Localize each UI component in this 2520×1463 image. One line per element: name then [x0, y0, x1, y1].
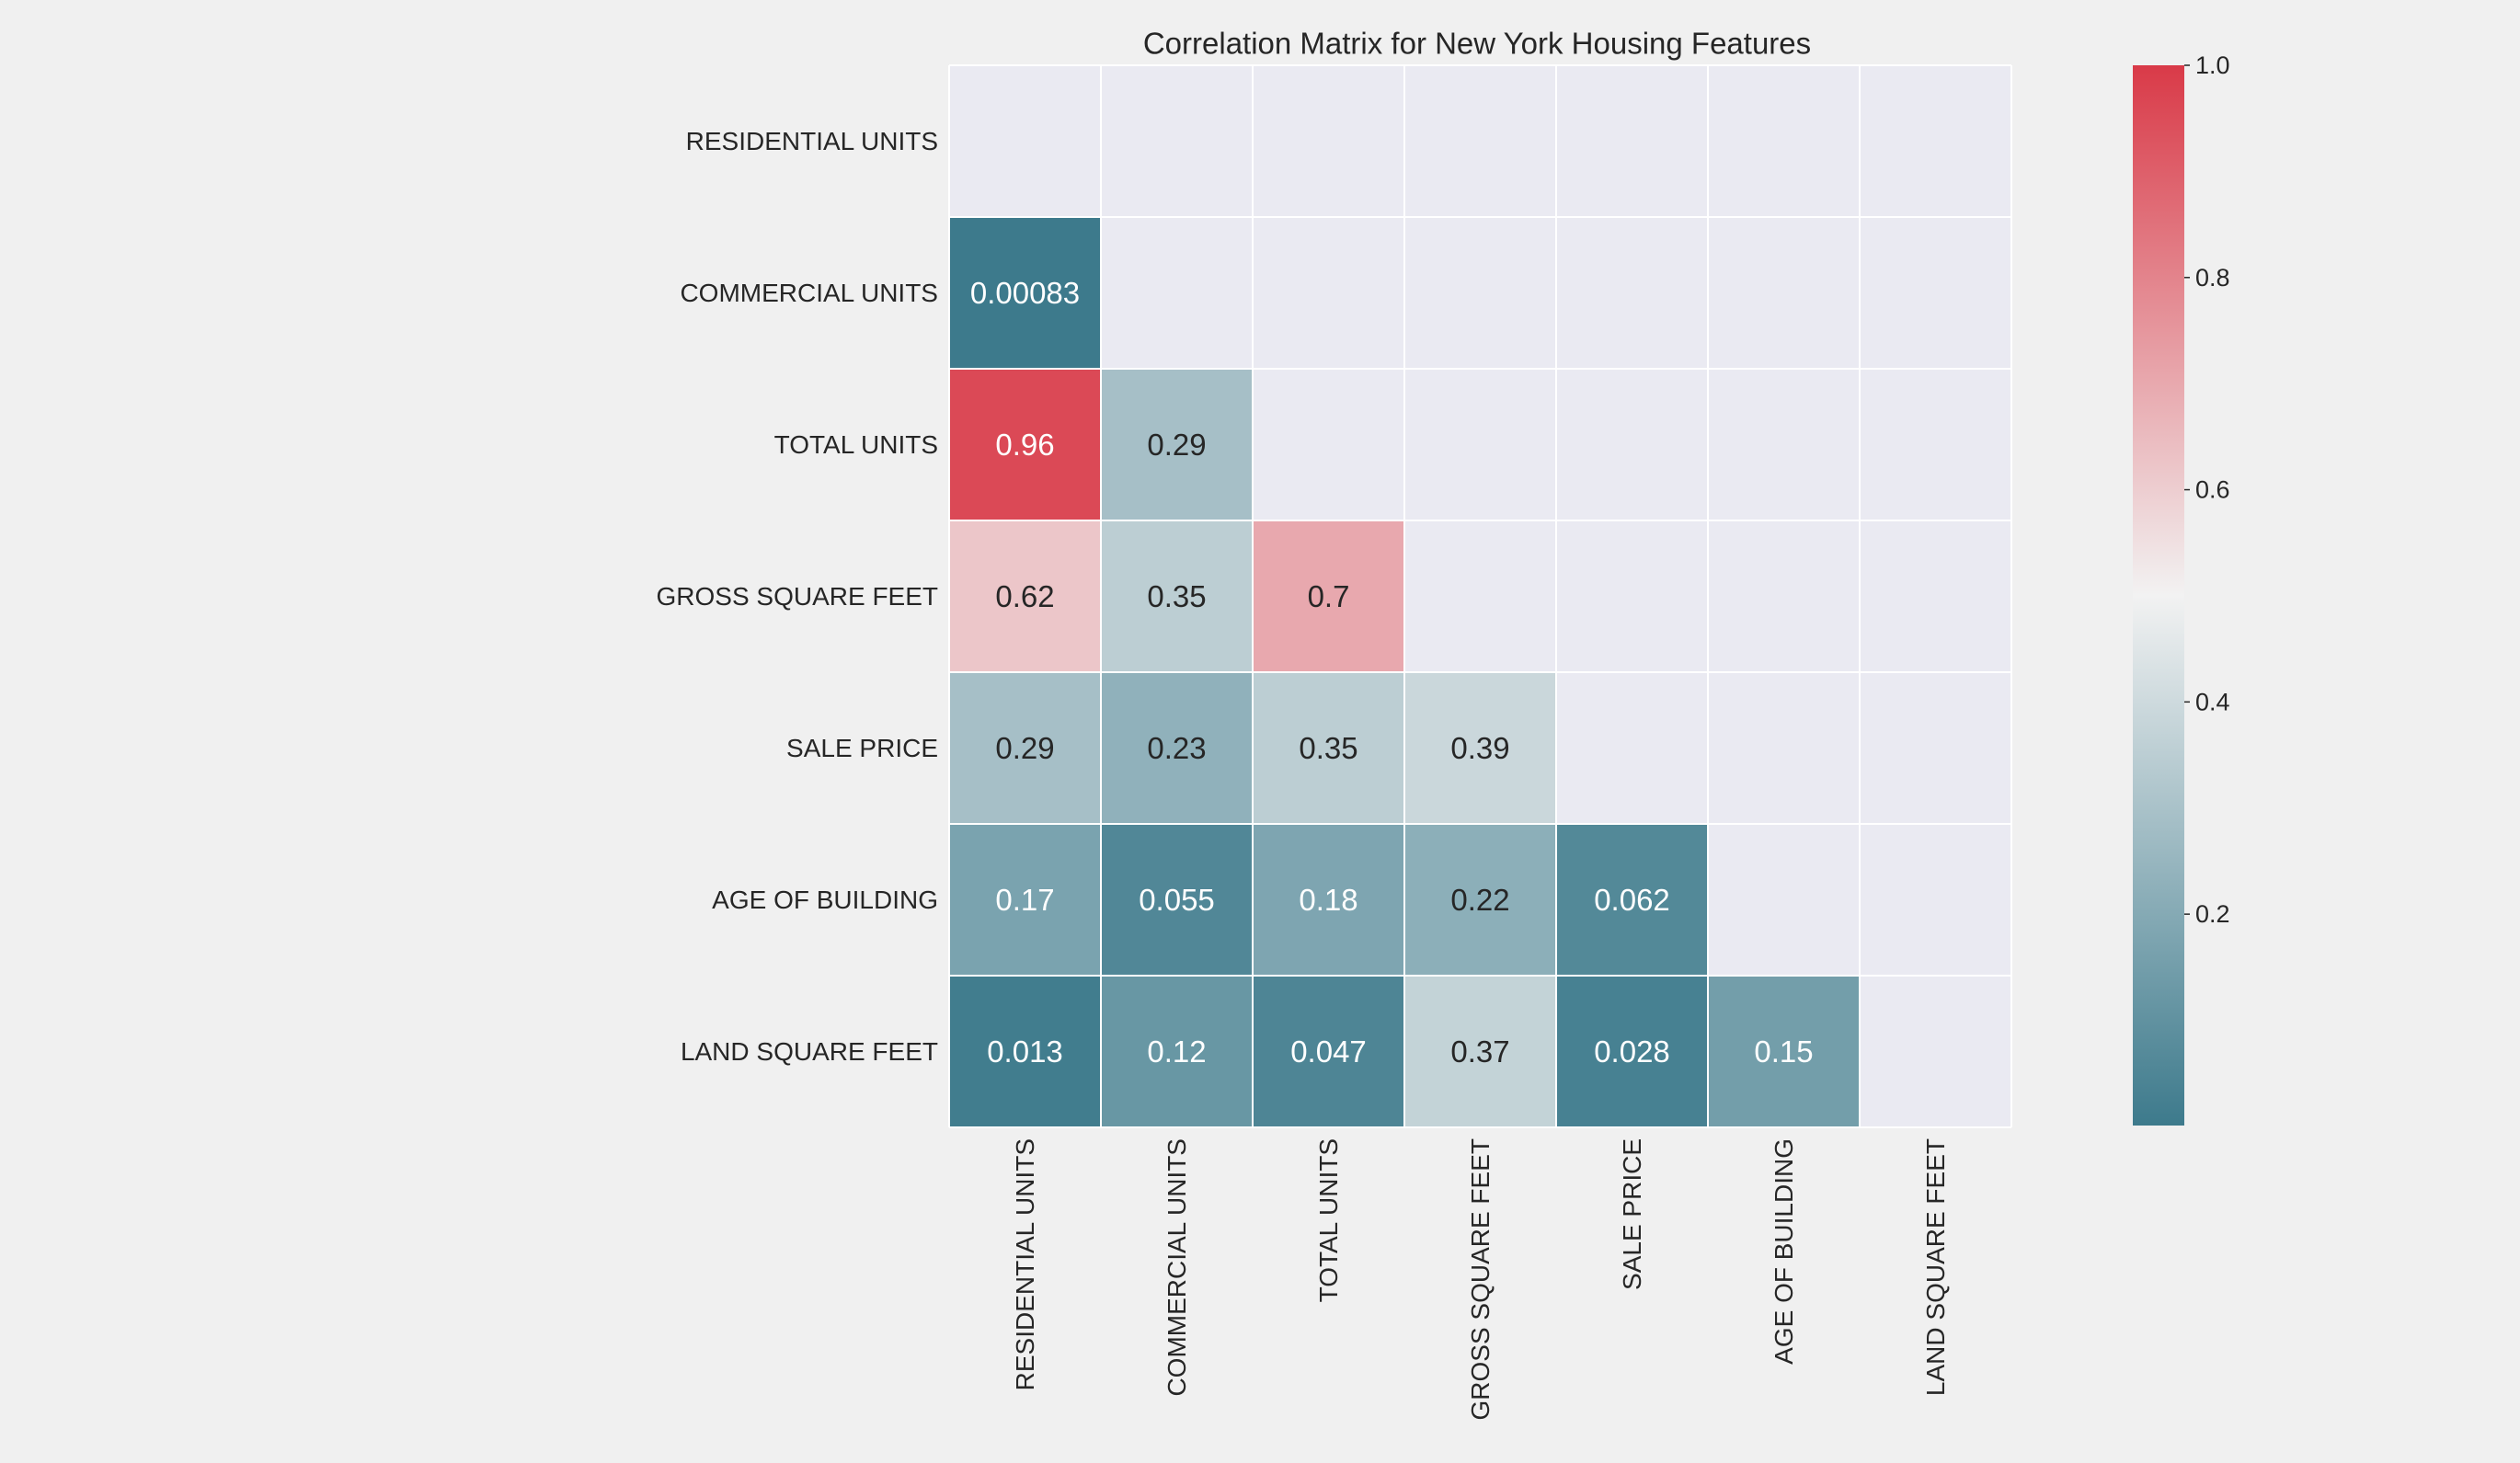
masked-cell	[1708, 65, 1860, 217]
masked-cell	[1253, 65, 1404, 217]
column-labels: RESIDENTIAL UNITS COMMERCIAL UNITS TOTAL U…	[1011, 1138, 1950, 1421]
colorbar-gradient	[2133, 65, 2184, 1126]
cell-value-label: 0.028	[1594, 1034, 1670, 1069]
masked-cell	[1860, 369, 2011, 520]
cell-value-label: 0.96	[995, 428, 1054, 462]
masked-cell	[1860, 217, 2011, 369]
heatmap-cell	[949, 217, 1101, 369]
heatmap-cell	[1404, 672, 1556, 824]
masked-cell	[1556, 65, 1708, 217]
column-label: SALE PRICE	[1618, 1138, 1646, 1290]
colorbar-tick-label: 0.2	[2195, 900, 2230, 928]
cell-value-label: 0.39	[1450, 731, 1509, 765]
masked-cells	[949, 65, 2011, 1127]
cell-value-label: 0.013	[987, 1034, 1063, 1069]
heatmap-cell	[1404, 824, 1556, 976]
heatmap-cell	[1101, 976, 1253, 1127]
colorbar-tick-label: 0.8	[2195, 264, 2230, 291]
cell-value-label: 0.37	[1450, 1034, 1509, 1069]
cell-value-label: 0.62	[995, 579, 1054, 613]
column-label: GROSS SQUARE FEET	[1466, 1138, 1495, 1421]
heatmap-cell	[1404, 976, 1556, 1127]
masked-cell	[949, 65, 1101, 217]
cell-value-label: 0.23	[1147, 731, 1206, 765]
heatmap-cell	[949, 672, 1101, 824]
heatmap-cell	[949, 369, 1101, 520]
cell-value-label: 0.35	[1299, 731, 1357, 765]
masked-cell	[1101, 65, 1253, 217]
colorbar-tick-label: 0.6	[2195, 476, 2230, 504]
column-label: TOTAL UNITS	[1314, 1138, 1343, 1302]
heatmap-cell	[1101, 520, 1253, 672]
masked-cell	[1860, 65, 2011, 217]
heatmap-cell	[949, 520, 1101, 672]
heatmap-cell	[1253, 672, 1404, 824]
cell-value-label: 0.17	[995, 883, 1054, 917]
row-labels: RESIDENTIAL UNITS COMMERCIAL UNITS TOTAL U…	[657, 127, 939, 1066]
heatmap-cell	[1101, 672, 1253, 824]
cell-value-label: 0.15	[1754, 1034, 1813, 1069]
row-label: GROSS SQUARE FEET	[657, 582, 939, 611]
colorbar-tick-label: 1.0	[2195, 51, 2230, 79]
masked-cell	[1708, 824, 1860, 976]
colorbar-tick-label: 0.4	[2195, 688, 2230, 715]
heatmap-cell	[1708, 976, 1860, 1127]
cell-value-label: 0.047	[1290, 1034, 1367, 1069]
heatmap-cell	[1253, 976, 1404, 1127]
heatmap-grid	[948, 64, 2012, 1128]
heatmap-cell	[1101, 369, 1253, 520]
masked-cell	[1708, 520, 1860, 672]
heatmap-cell	[949, 976, 1101, 1127]
column-label: AGE OF BUILDING	[1770, 1138, 1798, 1365]
colorbar: 0.2 0.4 0.6 0.8 1.0	[2133, 51, 2230, 1126]
cell-value-label: 0.12	[1147, 1034, 1206, 1069]
cell-value-label: 0.22	[1450, 883, 1509, 917]
masked-cell	[1253, 217, 1404, 369]
cell-value-label: 0.35	[1147, 579, 1206, 613]
masked-cell	[1708, 369, 1860, 520]
row-label: RESIDENTIAL UNITS	[686, 127, 938, 155]
column-label: RESIDENTIAL UNITS	[1011, 1138, 1039, 1390]
heatmap-cell	[1253, 520, 1404, 672]
heatmap-cell	[1556, 824, 1708, 976]
cell-value-label: 0.00083	[970, 276, 1080, 310]
column-label: LAND SQUARE FEET	[1921, 1138, 1950, 1396]
row-label: TOTAL UNITS	[774, 430, 938, 459]
heatmap-cell	[1556, 976, 1708, 1127]
cell-value-label: 0.055	[1139, 883, 1215, 917]
masked-cell	[1556, 672, 1708, 824]
masked-cell	[1404, 217, 1556, 369]
column-label: COMMERCIAL UNITS	[1163, 1138, 1191, 1397]
masked-cell	[1556, 369, 1708, 520]
heatmap-cell	[1101, 824, 1253, 976]
masked-cell	[1253, 369, 1404, 520]
cell-value-label: 0.29	[1147, 428, 1206, 462]
masked-cell	[1404, 520, 1556, 672]
row-label: COMMERCIAL UNITS	[680, 279, 938, 307]
masked-cell	[1860, 520, 2011, 672]
masked-cell	[1860, 824, 2011, 976]
cell-value-label: 0.29	[995, 731, 1054, 765]
heatmap-cells: 0.00083 0.96 0.29 0.62 0.35 0.7 0.29 0.23 0.35 0.…	[949, 217, 1860, 1127]
heatmap-cell	[1253, 824, 1404, 976]
masked-cell	[1101, 217, 1253, 369]
chart-title: Correlation Matrix for New York Housing …	[1143, 27, 1811, 61]
cell-value-label: 0.18	[1299, 883, 1357, 917]
masked-cell	[1708, 217, 1860, 369]
heatmap-cell	[949, 824, 1101, 976]
cell-value-label: 0.7	[1308, 579, 1350, 613]
masked-cell	[1404, 65, 1556, 217]
row-label: AGE OF BUILDING	[712, 886, 938, 914]
row-label: SALE PRICE	[786, 734, 938, 762]
masked-cell	[1556, 520, 1708, 672]
masked-cell	[1556, 217, 1708, 369]
masked-cell	[1404, 369, 1556, 520]
cell-value-label: 0.062	[1594, 883, 1670, 917]
masked-cell	[1860, 672, 2011, 824]
masked-cell	[1708, 672, 1860, 824]
row-label: LAND SQUARE FEET	[681, 1037, 938, 1066]
masked-cell	[1860, 976, 2011, 1127]
